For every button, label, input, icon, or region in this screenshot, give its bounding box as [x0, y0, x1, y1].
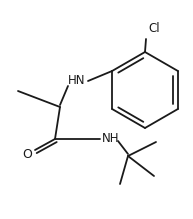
Text: O: O: [22, 148, 32, 161]
Text: Cl: Cl: [148, 22, 160, 35]
Text: HN: HN: [68, 74, 85, 88]
Text: NH: NH: [102, 132, 119, 145]
